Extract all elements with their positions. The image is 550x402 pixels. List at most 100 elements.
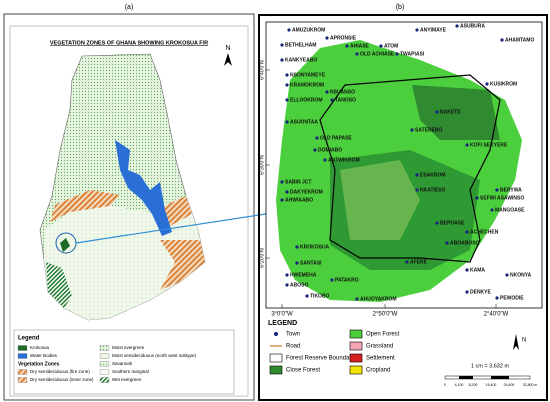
town-label: AHIASE bbox=[350, 43, 370, 49]
town-label: OLD ACHIASE bbox=[360, 51, 395, 57]
town-dot bbox=[405, 260, 409, 264]
legend-label: Wet evergreen bbox=[112, 377, 142, 382]
lat-label: 6°40'0"N bbox=[259, 60, 265, 80]
town-label: AFERE bbox=[410, 259, 428, 265]
legend-title: Legend bbox=[18, 336, 40, 342]
town-label: KOFI SEKYERE bbox=[470, 142, 508, 148]
legend-a bbox=[13, 329, 235, 395]
scale-bar-fill bbox=[459, 376, 473, 379]
town-dot bbox=[285, 283, 289, 287]
legend-swatch bbox=[17, 377, 28, 383]
legend-label: Dry semideciduous (fire zone) bbox=[30, 369, 90, 374]
town-dot bbox=[435, 110, 439, 114]
town-label: KAMA bbox=[470, 267, 485, 273]
scale-bar-fill bbox=[491, 376, 509, 379]
town-label: PEWODIE bbox=[500, 295, 524, 301]
town-dot bbox=[305, 294, 309, 298]
legend-label: Vegetation Zones bbox=[18, 361, 60, 367]
town-label: ACHECHEN bbox=[470, 229, 499, 235]
town-dot bbox=[285, 73, 289, 77]
town-label: KROKOSUA bbox=[300, 244, 330, 250]
town-dot bbox=[285, 190, 289, 194]
town-label: DAKYEKROM bbox=[290, 189, 323, 195]
panel-a-frame bbox=[3, 13, 255, 401]
town-dot bbox=[287, 28, 291, 32]
panel-b-frame bbox=[258, 14, 548, 401]
scale-text: 1 cm = 3,632 m bbox=[471, 363, 509, 369]
town-label: ABOABOSO bbox=[450, 240, 480, 246]
fire-zone bbox=[50, 190, 120, 222]
town-dot bbox=[415, 28, 419, 32]
legend-label: Close Forest bbox=[286, 368, 320, 374]
panel-label: (b) bbox=[396, 4, 405, 11]
town-dot bbox=[295, 261, 299, 265]
town-dot bbox=[330, 278, 334, 282]
legend-title: LEGEND bbox=[268, 320, 297, 327]
town-label: SATEREBO bbox=[415, 127, 443, 133]
town-dot bbox=[465, 143, 469, 147]
lon-label: 3°0'0"W bbox=[271, 312, 293, 318]
town-label: KUSIKROM bbox=[490, 81, 517, 87]
legend-swatch bbox=[17, 369, 28, 375]
town-label: BERYWA bbox=[500, 187, 522, 193]
town-dot bbox=[495, 296, 499, 300]
towns: ASUBURA AMUZUKROM ANYIMAYE AHAMTAMO APRONSIE… bbox=[280, 23, 534, 302]
town-label: MANGOASE bbox=[495, 207, 525, 213]
town-dot bbox=[465, 230, 469, 234]
town-dot bbox=[285, 83, 289, 87]
legend-swatch bbox=[274, 332, 278, 336]
town-dot bbox=[285, 120, 289, 124]
wet-evergreen bbox=[46, 262, 72, 308]
lon-label: 2°40'0"W bbox=[484, 312, 509, 318]
town-label: ELLOOKROM bbox=[290, 97, 323, 103]
town-label: ASUONTAA bbox=[290, 119, 318, 125]
lat-label: 6°20'0"N bbox=[259, 248, 265, 268]
scale-tick: 0 bbox=[444, 383, 446, 387]
town-dot bbox=[325, 36, 329, 40]
legend-label: Water Bodies bbox=[30, 353, 58, 358]
town-dot bbox=[455, 24, 459, 28]
town-dot bbox=[315, 136, 319, 140]
scale-bar bbox=[444, 375, 531, 380]
town-dot bbox=[280, 198, 284, 202]
scale-tick: 24,600 bbox=[504, 383, 515, 387]
town-dot bbox=[495, 188, 499, 192]
town-dot bbox=[280, 58, 284, 62]
legend-label: Grassland bbox=[366, 344, 393, 350]
town-dot bbox=[330, 98, 334, 102]
legend-swatch bbox=[269, 365, 283, 375]
town-label: KRAMOKROM bbox=[290, 82, 324, 88]
town-label: ANYIMAYE bbox=[420, 27, 447, 33]
town-label: NSUANSO bbox=[330, 89, 355, 95]
scale-tick: 8,200 bbox=[469, 383, 478, 387]
legend-swatch bbox=[349, 365, 363, 375]
town-dot bbox=[410, 128, 414, 132]
legend-label: Road bbox=[286, 344, 300, 350]
legend-label: Moist semideciduous (north west subtype) bbox=[112, 353, 197, 358]
legend-swatch bbox=[99, 369, 110, 375]
legend-label: Cropland bbox=[366, 368, 390, 374]
town-label: AHAMTAMO bbox=[505, 37, 534, 43]
north-arrow bbox=[513, 334, 519, 350]
map-title: VEGETATION ZONES OF GHANA SHOWING KROKOS… bbox=[50, 40, 208, 46]
town-label: APRONSIE bbox=[330, 35, 357, 41]
town-label: ATOM bbox=[384, 43, 398, 49]
town-label: SEFWI ASAWINSO bbox=[480, 195, 524, 201]
town-dot bbox=[435, 221, 439, 225]
legend-label: Dry semideciduous (inner zone) bbox=[30, 377, 94, 382]
legend-label: Forest Reserve Boundary bbox=[286, 356, 354, 362]
legend-a-items: Legend Krokosua Water Bodies Vegetation Zon… bbox=[17, 336, 197, 383]
town-label: SANTASI bbox=[300, 260, 322, 266]
legend-swatch bbox=[269, 353, 283, 363]
town-label: DOMIABO bbox=[318, 147, 342, 153]
town-dot bbox=[323, 158, 327, 162]
town-label: ABOSO bbox=[290, 282, 308, 288]
panel-label: (a) bbox=[125, 4, 134, 11]
town-label: NKATIESO bbox=[420, 187, 446, 193]
lon-label: 2°50'0"W bbox=[373, 312, 398, 318]
town-dot bbox=[445, 241, 449, 245]
north-arrow bbox=[224, 53, 232, 66]
town-dot bbox=[280, 43, 284, 47]
